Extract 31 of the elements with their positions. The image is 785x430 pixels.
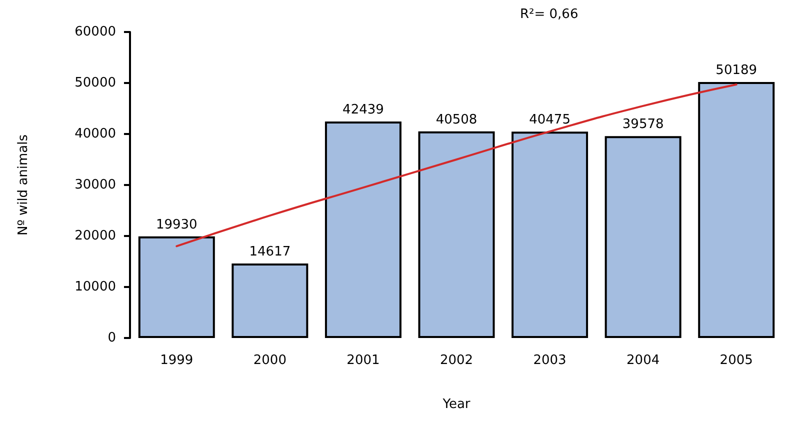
y-tick-label: 40000 (74, 126, 116, 142)
bar (232, 263, 308, 338)
y-tick-label: 30000 (74, 178, 116, 192)
x-axis-title: Year (442, 397, 471, 412)
data-label: 14617 (249, 244, 291, 260)
bar (698, 82, 775, 338)
data-label: 39578 (622, 117, 664, 132)
y-axis-title: Nº wild animals (16, 134, 31, 236)
bar (604, 136, 682, 338)
x-tick-label: 2000 (253, 353, 286, 368)
y-tick-label: 10000 (74, 280, 116, 294)
data-label: 50189 (716, 63, 758, 78)
x-tick-label: 1999 (160, 353, 194, 368)
x-tick-label: 2001 (346, 353, 380, 368)
y-tick-label: 0 (108, 330, 116, 346)
data-label: 42439 (342, 102, 384, 118)
y-tick-label: 60000 (74, 24, 116, 40)
bar (324, 122, 402, 338)
data-label: 40508 (436, 112, 478, 128)
x-tick-label: 2004 (626, 353, 660, 368)
bar (512, 132, 588, 338)
bar (138, 236, 215, 338)
x-tick-label: 2003 (533, 353, 566, 368)
data-label: 19930 (156, 217, 198, 232)
data-label: 40475 (529, 112, 570, 128)
x-tick-label: 2002 (440, 353, 474, 368)
bar (418, 131, 495, 338)
text: R²= 0,66 (520, 7, 578, 22)
y-tick-label: 20000 (74, 228, 116, 244)
x-tick-label: 2005 (720, 353, 753, 368)
y-tick-label: 50000 (74, 76, 116, 90)
